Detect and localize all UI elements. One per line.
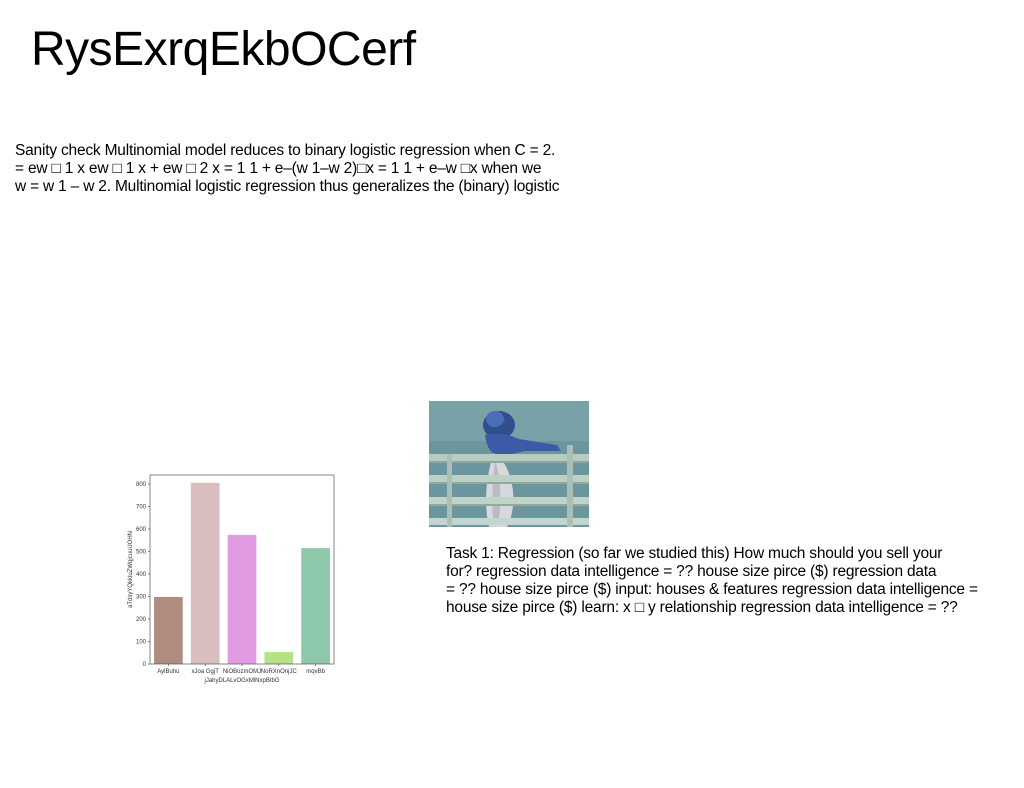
y-tick-label: 200 (136, 617, 147, 623)
x-axis-label: jJahyDLALvOGxMlNxpBIbG (203, 678, 279, 684)
bar-chart: AylBuhu xJoa GgjT NiOBozmOMJ NoRXnOnjJC mqvB… (124, 468, 340, 692)
x-tick-label: NoRXnOnjJC (261, 669, 298, 675)
y-tick-label: 600 (136, 527, 147, 533)
paragraph-line: for? regression data intelligence = ?? h… (446, 563, 937, 580)
y-axis-label: aTdsyYQkkluZWqjcuuUOHN (128, 531, 134, 608)
y-tick-label: 300 (136, 595, 147, 601)
paragraph-line: Task 1: Regression (so far we studied th… (446, 545, 943, 562)
paragraph-line: Sanity check Multinomial model reduces t… (15, 142, 556, 159)
y-tick-label: 800 (136, 482, 147, 488)
x-tick-label: AylBuhu (157, 669, 179, 675)
x-tick-label: NiOBozmOMJ (223, 669, 261, 675)
bar-chart-svg: AylBuhu xJoa GgjT NiOBozmOMJ NoRXnOnjJC mqvB… (128, 474, 335, 684)
photo-image (429, 401, 589, 527)
paragraph-line: w = w 1 – w 2. Multinomial logistic regr… (15, 178, 560, 195)
bar (264, 652, 294, 664)
bar (301, 548, 330, 664)
slide-title: RysExrqEkbOCerf (31, 23, 416, 76)
bar (154, 596, 183, 664)
x-tick-label: mqvBb (306, 669, 325, 675)
y-tick-label: 400 (136, 572, 147, 578)
plot-frame (149, 474, 335, 665)
y-tick-label: 0 (143, 662, 147, 668)
y-tick-label: 100 (136, 640, 147, 646)
bar (227, 534, 257, 664)
paragraph-line: = ?? house size pirce ($) input: houses … (446, 581, 978, 598)
x-tick-label: xJoa GgjT (192, 669, 220, 675)
logistic-regression-paragraph: Sanity check Multinomial model reduces t… (15, 142, 559, 196)
bar (190, 482, 220, 664)
y-tick-label: 500 (136, 550, 147, 556)
y-tick-label: 700 (136, 505, 147, 511)
photo-person-on-railing-icon (429, 401, 589, 527)
regression-task-paragraph: Task 1: Regression (so far we studied th… (446, 545, 978, 617)
paragraph-line: house size pirce ($) learn: x □ y relati… (446, 599, 958, 616)
paragraph-line: = ew □ 1 x ew □ 1 x + ew □ 2 x = 1 1 + e… (15, 160, 542, 177)
